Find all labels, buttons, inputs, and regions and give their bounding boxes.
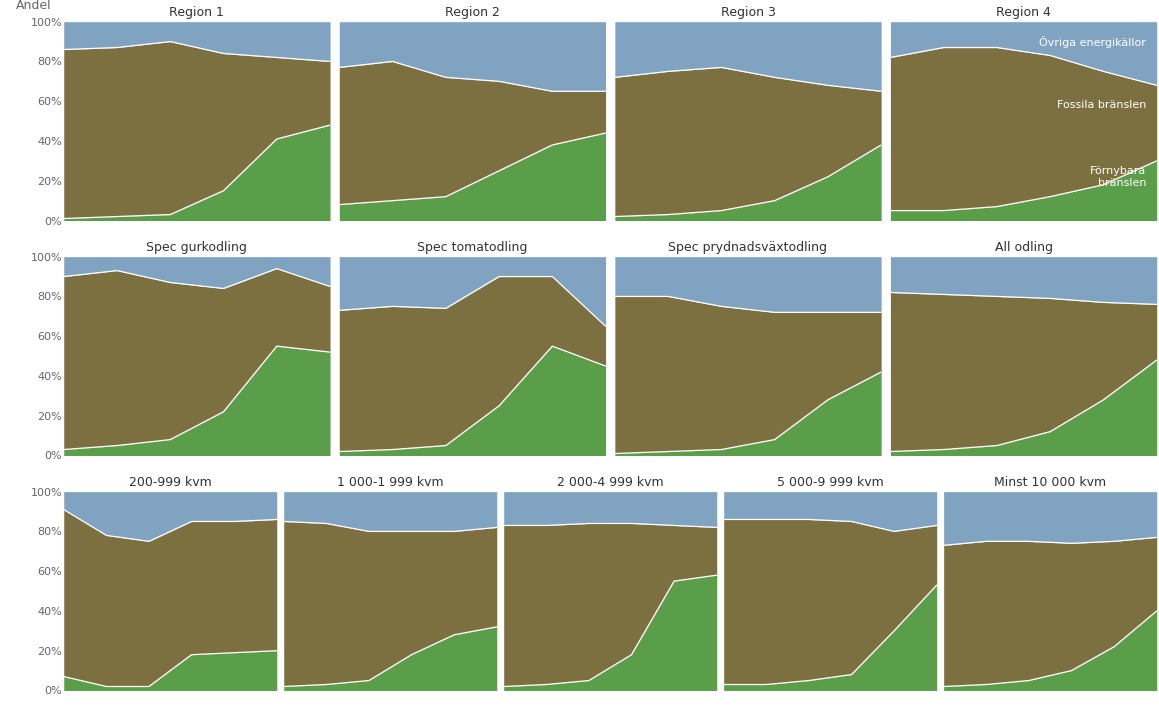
Title: Spec tomatodling: Spec tomatodling xyxy=(417,241,527,254)
Text: Fossila bränslen: Fossila bränslen xyxy=(1057,100,1146,110)
Title: All odling: All odling xyxy=(994,241,1052,254)
Text: Övriga energikällor: Övriga energikällor xyxy=(1040,35,1146,48)
Title: Region 3: Region 3 xyxy=(721,6,775,19)
Title: 2 000-4 999 kvm: 2 000-4 999 kvm xyxy=(557,476,663,489)
Title: Region 1: Region 1 xyxy=(169,6,225,19)
Text: Andel: Andel xyxy=(16,0,51,12)
Title: Spec prydnadsväxtodling: Spec prydnadsväxtodling xyxy=(669,241,828,254)
Title: 5 000-9 999 kvm: 5 000-9 999 kvm xyxy=(777,476,883,489)
Title: 1 000-1 999 kvm: 1 000-1 999 kvm xyxy=(337,476,444,489)
Title: Spec gurkodling: Spec gurkodling xyxy=(146,241,247,254)
Text: Förnybara
bränslen: Förnybara bränslen xyxy=(1089,166,1146,188)
Title: Region 2: Region 2 xyxy=(445,6,500,19)
Title: Minst 10 000 kvm: Minst 10 000 kvm xyxy=(994,476,1106,489)
Title: Region 4: Region 4 xyxy=(996,6,1051,19)
Title: 200-999 kvm: 200-999 kvm xyxy=(129,476,212,489)
